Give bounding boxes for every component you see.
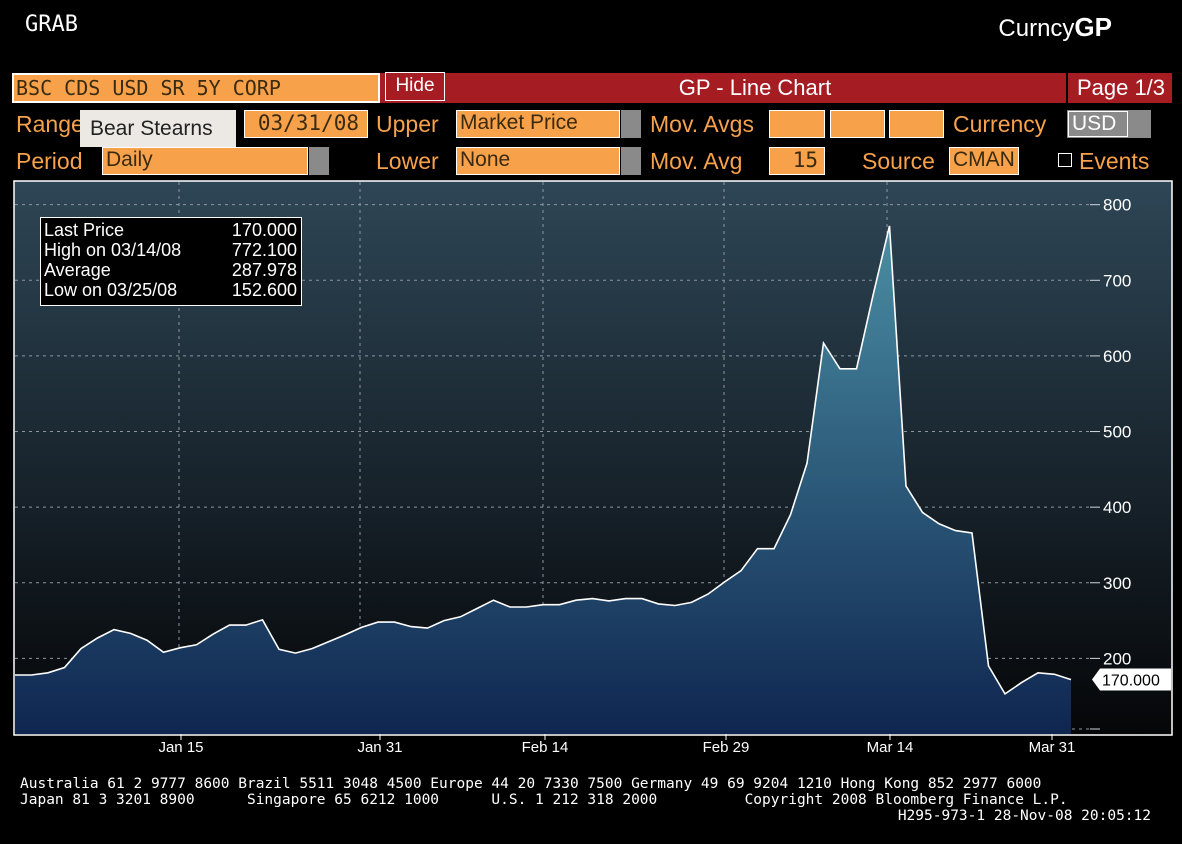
stats-labels: Last Price High on 03/14/08 Average Low …: [44, 220, 181, 300]
stats-legend: Last Price High on 03/14/08 Average Low …: [40, 217, 302, 306]
lower-field[interactable]: None: [456, 147, 620, 175]
function-market-sector: Curncy: [998, 15, 1075, 42]
lower-label: Lower: [376, 148, 439, 174]
high-stat-label: High on 03/14/08: [44, 240, 182, 260]
mov-avg-field-2[interactable]: [830, 110, 885, 138]
footer-contacts-line1: Australia 61 2 9777 8600 Brazil 5511 304…: [20, 776, 1042, 792]
events-label: Events: [1079, 148, 1150, 174]
source-field[interactable]: CMAN: [949, 147, 1019, 175]
footer-contacts-line2: Japan 81 3 3201 8900 Singapore 65 6212 1…: [20, 792, 1068, 808]
footer-timestamp: H295-973-1 28-Nov-08 20:05:12: [897, 808, 1151, 824]
mov-avgs-label: Mov. Avgs: [650, 111, 754, 137]
upper-dropdown-button[interactable]: [621, 110, 641, 138]
last-price-pointer: [1092, 668, 1171, 691]
x-axis: Jan 15 Jan 31 Feb 14 Feb 29 Mar 14 Mar 31: [158, 734, 1075, 756]
x-tick-label: Jan 15: [158, 739, 203, 756]
period-dropdown-button[interactable]: [309, 147, 329, 175]
hide-button[interactable]: Hide: [385, 72, 445, 101]
x-tick-label: Jan 31: [357, 739, 402, 756]
function-title: CurncyGP: [998, 12, 1112, 43]
last-price-label: 170.000: [1102, 673, 1160, 690]
mov-avg-field-3[interactable]: [889, 110, 944, 138]
security-field[interactable]: BSC CDS USD SR 5Y CORP: [12, 73, 380, 103]
y-tick-label: 700: [1103, 271, 1131, 290]
period-field[interactable]: Daily: [102, 147, 308, 175]
lower-dropdown-button[interactable]: [621, 147, 641, 175]
y-tick-label: 800: [1103, 196, 1131, 215]
currency-value: USD: [1068, 111, 1128, 137]
y-tick-label: 400: [1103, 498, 1131, 517]
mov-avg-period-field[interactable]: 15: [769, 147, 825, 175]
high-stat-value: 772.100: [231, 240, 297, 260]
source-label: Source: [862, 148, 935, 174]
last-price-marker: 170.000: [1092, 668, 1171, 691]
low-stat-value: 152.600: [231, 280, 297, 300]
y-tick-label: 600: [1103, 347, 1131, 366]
low-stat-label: Low on 03/25/08: [44, 280, 178, 300]
security-tooltip: Bear Stearns: [80, 110, 236, 147]
stats-values: 170.000 772.100 287.978 152.600: [232, 220, 297, 300]
screen-title: GRAB: [25, 12, 78, 37]
page-indicator[interactable]: Page 1/3: [1066, 73, 1174, 103]
events-checkbox[interactable]: [1058, 153, 1072, 167]
chart-title-bar: GP - Line Chart: [678, 75, 832, 100]
mov-avg-label: Mov. Avg: [650, 148, 743, 174]
x-tick-label: Mar 14: [867, 739, 914, 756]
x-tick-label: Feb 14: [522, 739, 569, 756]
y-tick-label: 500: [1103, 423, 1131, 442]
function-code: GP: [1074, 12, 1112, 42]
period-label: Period: [16, 148, 83, 174]
y-tick-label: 300: [1103, 574, 1131, 593]
y-axis: 200 300 400 500 600 700 800: [1090, 196, 1131, 730]
average-stat-value: 287.978: [231, 260, 297, 280]
average-stat-label: Average: [44, 260, 111, 280]
range-end-field[interactable]: 03/31/08: [244, 110, 368, 138]
x-tick-label: Feb 29: [703, 739, 750, 756]
last-price-stat-value: 170.000: [231, 220, 297, 240]
y-tick-label: 200: [1103, 649, 1131, 668]
last-price-stat-label: Last Price: [44, 220, 125, 240]
currency-label: Currency: [953, 111, 1047, 137]
x-tick-label: Mar 31: [1029, 739, 1076, 756]
range-label: Range: [16, 111, 84, 137]
mov-avg-field-1[interactable]: [769, 110, 825, 138]
upper-field[interactable]: Market Price: [456, 110, 620, 138]
upper-label: Upper: [376, 111, 439, 137]
